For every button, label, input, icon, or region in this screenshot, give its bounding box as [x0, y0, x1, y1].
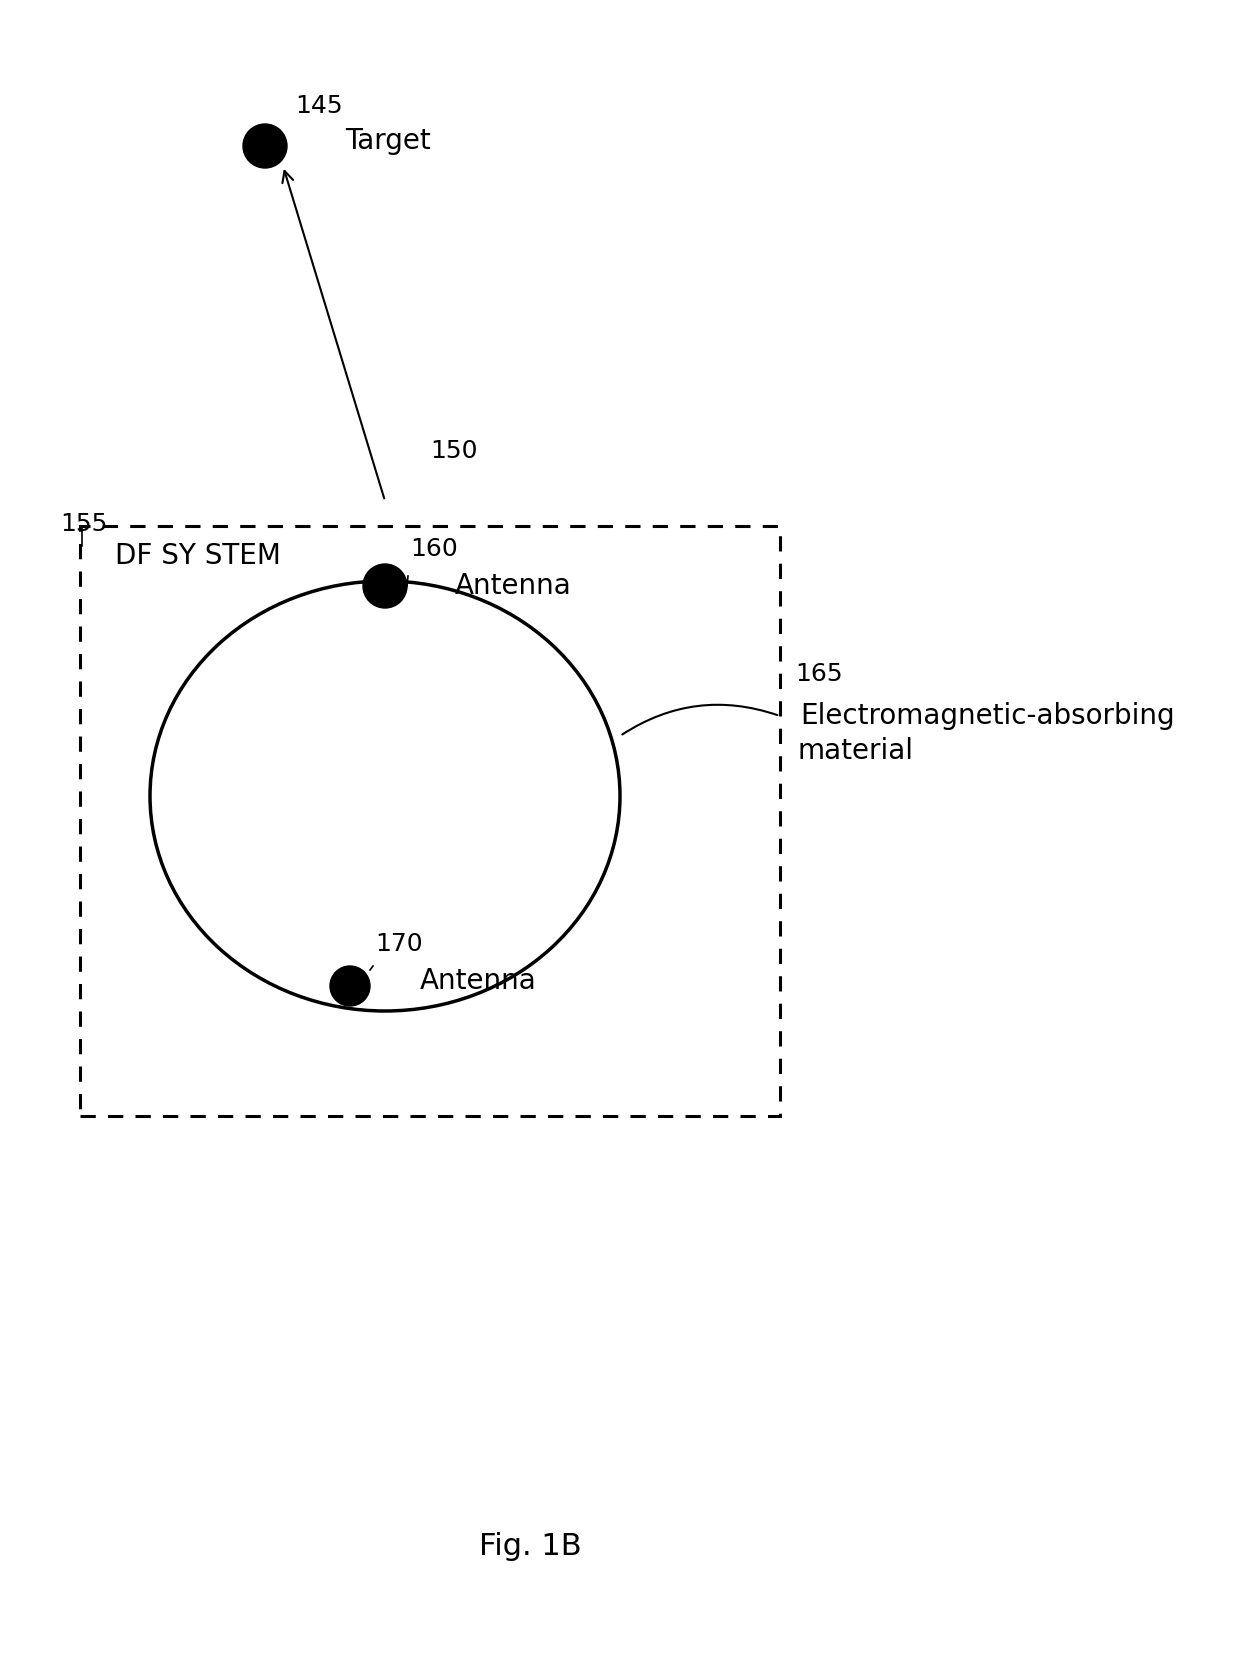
Text: 155: 155 — [60, 511, 108, 536]
Text: material: material — [797, 737, 913, 764]
Bar — [81, 526, 780, 1116]
Text: 145: 145 — [295, 94, 342, 117]
Circle shape — [363, 565, 407, 608]
Text: Antenna: Antenna — [420, 967, 537, 996]
Text: Target: Target — [345, 127, 430, 154]
Text: Electromagnetic-absorbing: Electromagnetic-absorbing — [800, 702, 1174, 731]
Text: 165: 165 — [795, 662, 843, 685]
Text: Antenna: Antenna — [455, 572, 572, 600]
Text: DF SY STEM: DF SY STEM — [115, 541, 281, 570]
Circle shape — [243, 124, 286, 168]
Circle shape — [330, 965, 370, 1006]
Text: 160: 160 — [410, 536, 458, 561]
Text: 170: 170 — [374, 932, 423, 955]
Text: 150: 150 — [430, 439, 477, 463]
Text: Fig. 1B: Fig. 1B — [479, 1532, 582, 1560]
